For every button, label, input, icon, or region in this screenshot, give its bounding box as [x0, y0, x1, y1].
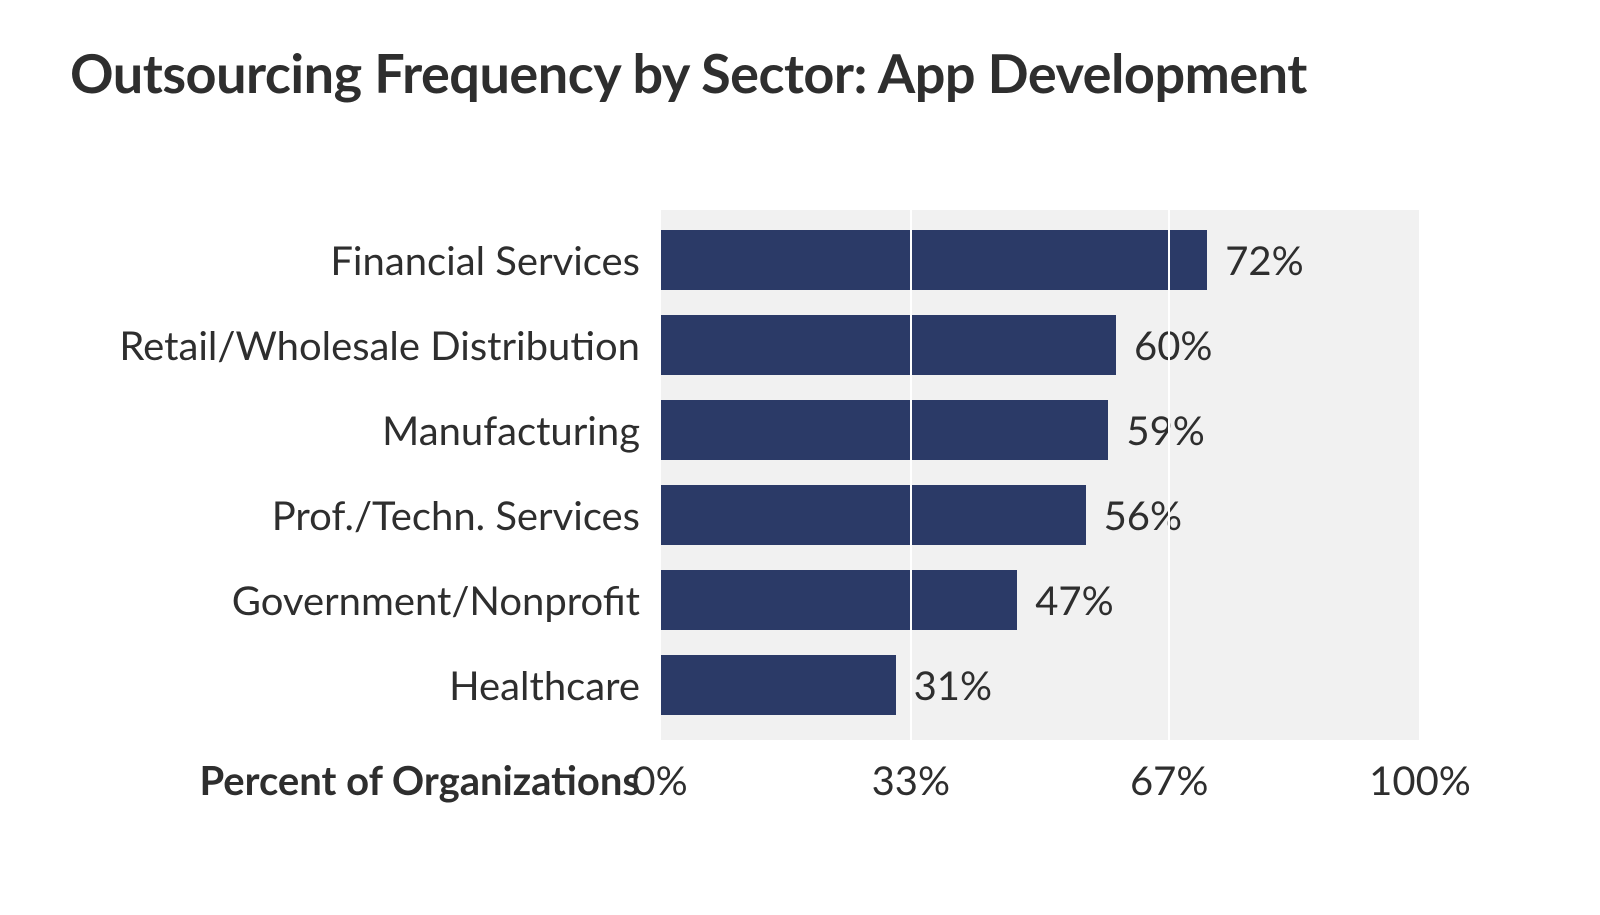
category-label: Retail/Wholesale Distribution	[119, 321, 640, 369]
x-axis-label: Percent of Organizations	[199, 756, 640, 804]
x-tick-label: 100%	[1369, 756, 1471, 804]
bar	[660, 655, 896, 715]
bar	[660, 400, 1108, 460]
bar-value-label: 60%	[1134, 321, 1212, 369]
category-label: Government/Nonprofit	[232, 576, 640, 624]
x-tick-label: 67%	[1130, 756, 1208, 804]
category-label: Healthcare	[449, 661, 640, 709]
bar	[660, 570, 1017, 630]
bar	[660, 315, 1116, 375]
chart-title: Outsourcing Frequency by Sector: App Dev…	[70, 40, 1307, 105]
plot-area: 72% 60% 59% 56% 47% 31%	[660, 210, 1420, 740]
bar-value-label: 31%	[914, 661, 992, 709]
bar	[660, 485, 1086, 545]
gridline	[910, 210, 912, 740]
bar-value-label: 56%	[1104, 491, 1182, 539]
category-label: Prof./Techn. Services	[272, 491, 640, 539]
x-tick-label: 33%	[872, 756, 950, 804]
bar-value-label: 59%	[1126, 406, 1204, 454]
gridline	[659, 210, 661, 740]
category-label: Financial Services	[330, 236, 640, 284]
category-label: Manufacturing	[382, 406, 640, 454]
bars-layer: 72% 60% 59% 56% 47% 31%	[660, 210, 1420, 740]
bar-value-label: 47%	[1035, 576, 1113, 624]
chart-container: Outsourcing Frequency by Sector: App Dev…	[0, 0, 1600, 915]
bar-value-label: 72%	[1225, 236, 1303, 284]
x-tick-label: 0%	[632, 756, 687, 804]
gridline	[1168, 210, 1170, 740]
gridline	[1419, 210, 1421, 740]
bar	[660, 230, 1207, 290]
